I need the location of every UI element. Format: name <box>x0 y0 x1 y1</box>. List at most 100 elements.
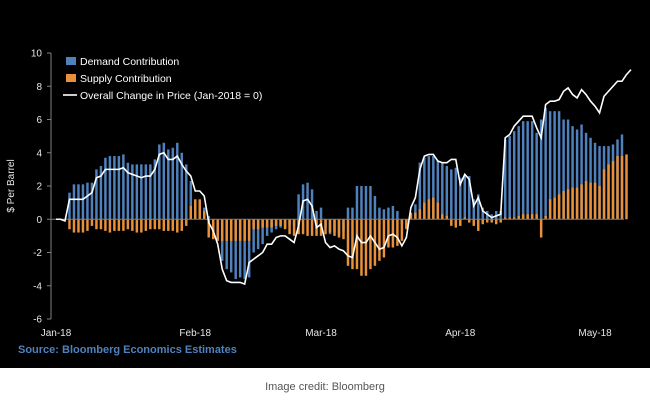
supply-bar <box>450 219 453 226</box>
supply-bar <box>333 219 336 236</box>
y-tick-label: 4 <box>36 148 42 159</box>
image-credit: Image credit: Bloomberg <box>265 381 385 393</box>
supply-bar <box>503 217 507 220</box>
supply-bar <box>346 219 350 266</box>
y-tick-label: -6 <box>33 315 42 326</box>
supply-bar <box>306 219 309 236</box>
demand-bar <box>315 210 318 220</box>
supply-bar <box>535 214 538 220</box>
demand-bar <box>459 177 462 220</box>
supply-bar <box>167 219 170 231</box>
supply-bar <box>117 219 121 231</box>
demand-bar <box>252 219 255 253</box>
legend: Demand Contribution Supply Contribution … <box>63 56 262 102</box>
supply-bar <box>95 219 98 230</box>
demand-bar <box>306 182 309 220</box>
y-tick-label: -4 <box>33 281 42 292</box>
supply-bar <box>602 169 606 220</box>
demand-bar <box>167 149 170 220</box>
demand-bar <box>418 162 422 220</box>
demand-bar <box>68 192 71 220</box>
supply-bar <box>409 212 413 220</box>
legend-swatch-supply <box>66 74 76 82</box>
demand-bar <box>162 142 166 220</box>
overall-change-line <box>56 69 632 286</box>
supply-bar <box>364 219 368 276</box>
supply-bar <box>508 217 511 220</box>
supply-bar <box>405 219 408 230</box>
demand-bar <box>396 210 399 220</box>
demand-bar <box>548 111 552 220</box>
demand-bar <box>104 157 107 220</box>
supply-bar <box>153 219 157 230</box>
y-axis-title: $ Per Barrel <box>6 159 17 212</box>
demand-bar <box>450 169 453 220</box>
demand-bar <box>319 207 323 220</box>
demand-bar <box>463 176 467 220</box>
demand-bar <box>557 111 561 220</box>
supply-bar <box>562 190 565 220</box>
demand-bar <box>256 219 260 250</box>
supply-bar <box>189 205 192 220</box>
x-tick-label: Jan-18 <box>41 328 72 339</box>
demand-bar <box>72 184 76 220</box>
supply-bar <box>432 197 435 220</box>
supply-bar <box>557 194 561 220</box>
supply-bar <box>517 215 520 220</box>
supply-bar <box>252 219 255 230</box>
supply-bar <box>243 219 246 241</box>
supply-bar <box>122 219 125 231</box>
demand-bar <box>481 207 484 220</box>
supply-bar <box>584 181 588 220</box>
demand-bar <box>432 156 435 220</box>
supply-bar <box>77 219 80 233</box>
supply-bar <box>324 219 327 235</box>
demand-bar <box>508 136 511 220</box>
demand-bar <box>580 124 583 220</box>
demand-bar <box>571 126 574 220</box>
demand-bar <box>589 137 592 220</box>
supply-bar <box>279 219 282 226</box>
demand-bar <box>360 186 363 220</box>
demand-bar <box>135 164 139 220</box>
y-tick-label: -2 <box>33 248 42 259</box>
supply-bar <box>131 219 134 231</box>
x-tick-label: Mar-18 <box>305 328 337 339</box>
demand-bar <box>584 132 588 220</box>
tick-labels: -6 -4 -2 0 2 4 6 8 10 Jan-18 Feb-18 Mar-18 Apr-18 May… <box>31 49 612 340</box>
supply-bar <box>81 219 85 233</box>
demand-bar <box>445 166 449 220</box>
demand-bar <box>90 182 94 220</box>
supply-bar <box>261 219 264 228</box>
demand-bar <box>297 194 300 220</box>
supply-bar <box>180 219 184 231</box>
supply-bar <box>593 182 597 220</box>
supply-bar <box>171 219 175 231</box>
demand-bar <box>539 119 543 220</box>
demand-bar <box>530 121 534 220</box>
demand-bar <box>355 186 359 220</box>
demand-bar <box>310 189 314 220</box>
supply-bar <box>126 219 130 230</box>
supply-bar <box>90 219 94 226</box>
supply-bar <box>382 219 386 258</box>
y-tick-label: 2 <box>36 182 42 193</box>
supply-bar <box>216 219 219 241</box>
demand-bar <box>189 181 192 220</box>
supply-bar <box>490 219 493 223</box>
supply-bar <box>234 219 237 241</box>
supply-bar <box>571 187 574 220</box>
demand-bar <box>575 129 579 220</box>
demand-bar <box>364 186 368 220</box>
demand-bar <box>126 162 130 220</box>
supply-bar <box>459 219 462 226</box>
demand-bar <box>526 121 529 220</box>
demand-bar <box>544 107 547 220</box>
supply-bar <box>225 219 228 241</box>
supply-bar <box>162 219 166 231</box>
supply-bar <box>203 210 206 220</box>
y-tick-label: 6 <box>36 115 42 126</box>
demand-bar <box>373 195 377 220</box>
supply-bar <box>441 214 444 220</box>
demand-bar <box>441 162 444 220</box>
